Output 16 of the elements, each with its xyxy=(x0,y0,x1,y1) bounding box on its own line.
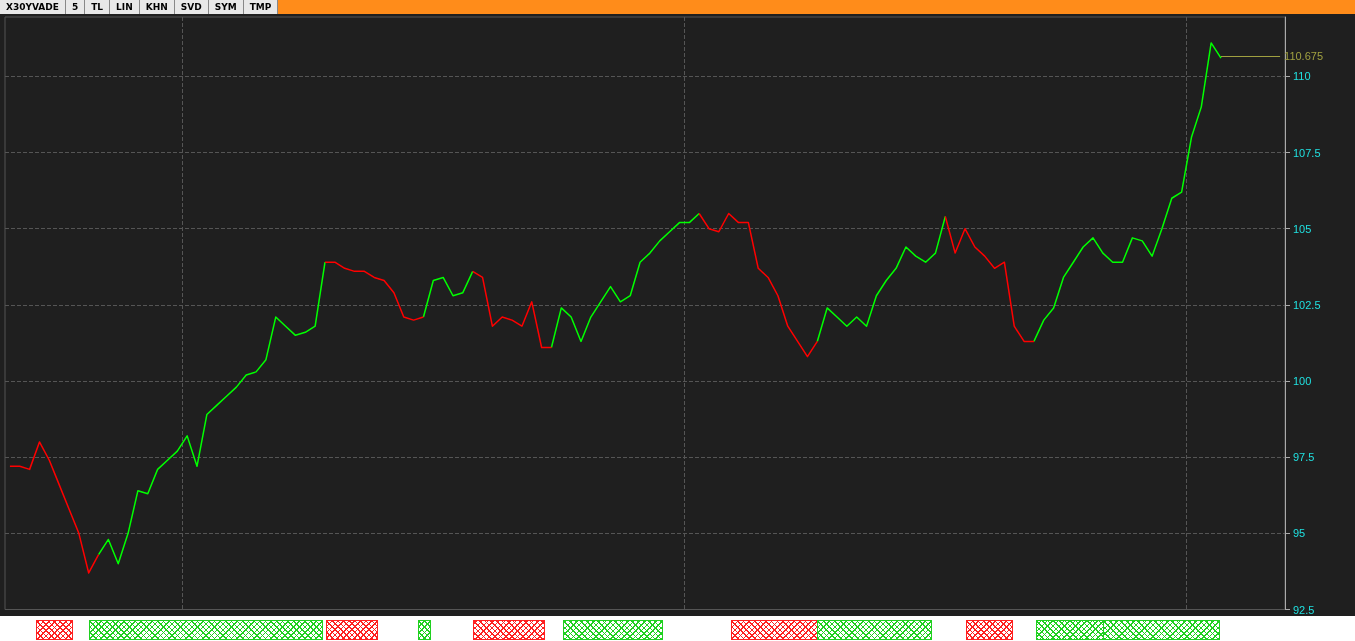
text: TL xyxy=(85,0,111,14)
y-tick-label: 97.5 xyxy=(1293,451,1315,464)
y-tick-label: 102.5 xyxy=(1293,298,1321,311)
chart-title: X30YVADE xyxy=(0,0,66,14)
text: SYM xyxy=(208,0,244,14)
text: 5 xyxy=(65,0,86,14)
y-tick-label: 100 xyxy=(1293,375,1312,388)
text: TMP xyxy=(243,0,279,14)
y-tick-label: 110 xyxy=(1293,70,1311,83)
y-tick-label: 95 xyxy=(1293,527,1306,540)
y-tick-label: 107.5 xyxy=(1293,146,1321,159)
y-tick-label: 92.5 xyxy=(1293,603,1315,616)
text: KHN xyxy=(139,0,175,14)
y-tick-label: 105 xyxy=(1293,222,1312,235)
text: SVD xyxy=(174,0,209,14)
text: LIN xyxy=(110,0,140,14)
